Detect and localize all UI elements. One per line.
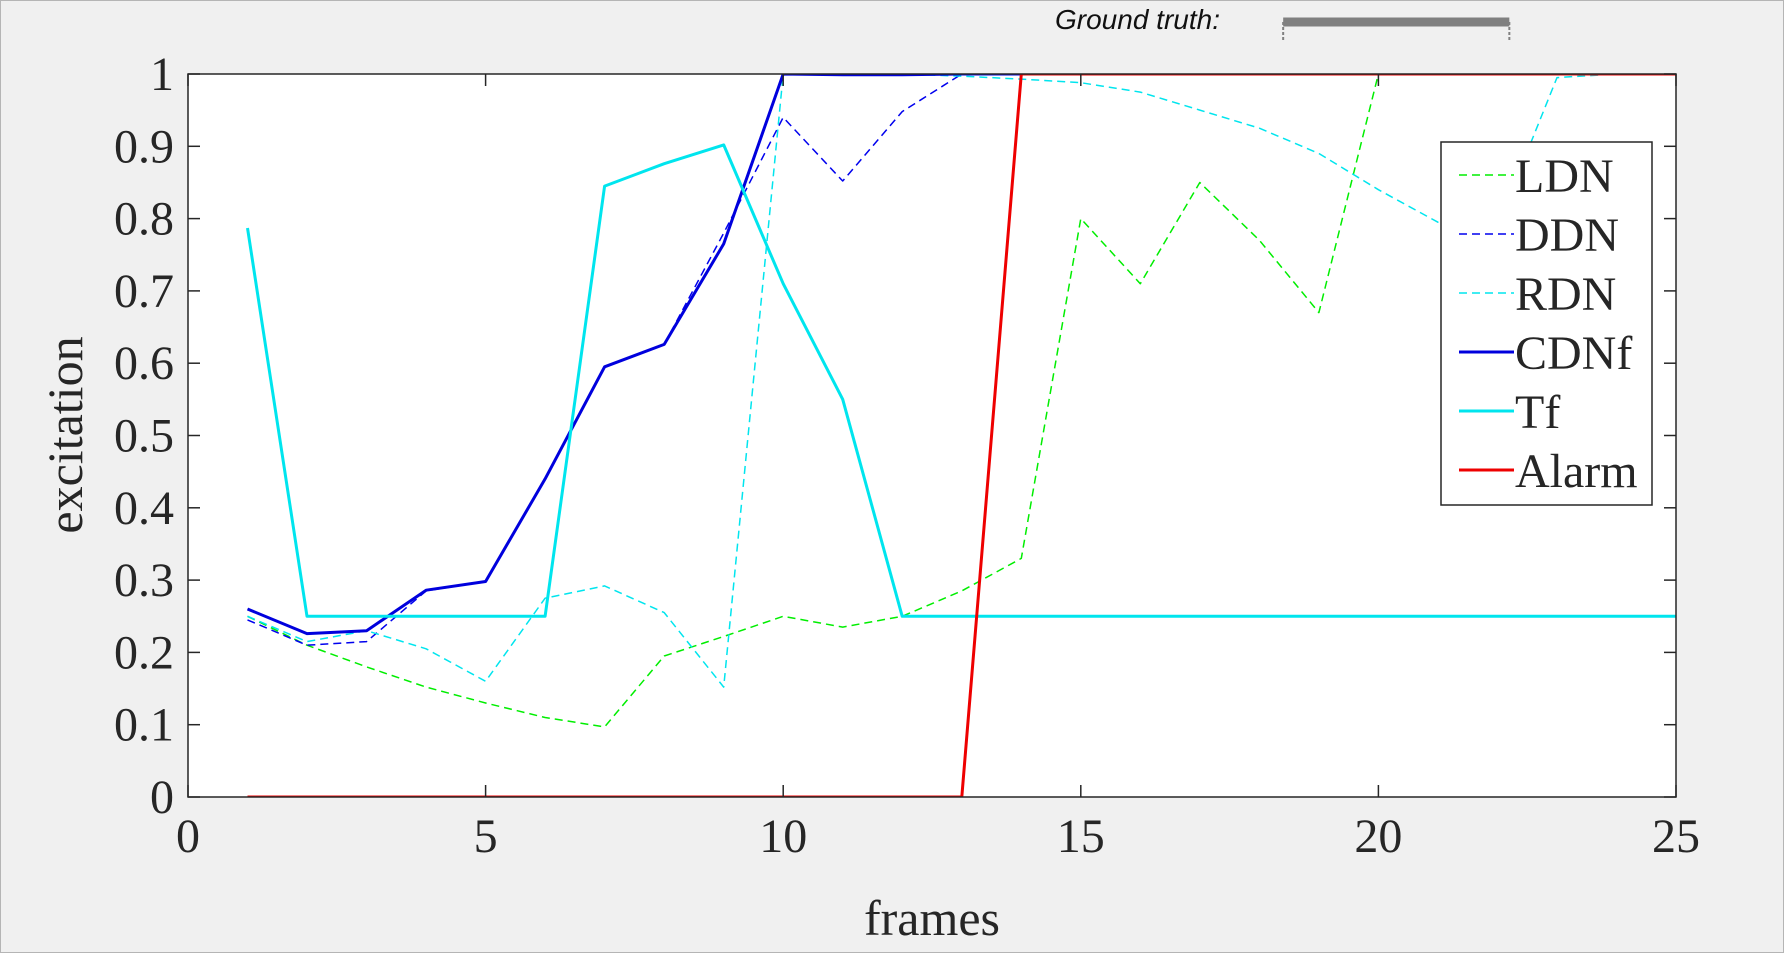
series-line-ldn (247, 74, 1676, 728)
legend-label: RDN (1515, 268, 1616, 321)
axis-ticks: 0 5 10 15 20 25 0 0.1 0.2 0.3 0.4 0.5 0.6 0.7 0.8 0.9 1 (114, 48, 1700, 863)
x-tick-label: 20 (1354, 810, 1402, 863)
y-tick-label: 0.9 (114, 120, 174, 173)
y-tick-label: 1 (150, 48, 174, 101)
y-tick-label: 0.4 (114, 482, 174, 535)
ground-truth-label: Ground truth: (1055, 4, 1220, 35)
y-tick-label: 0.2 (114, 626, 174, 679)
x-tick-label: 5 (474, 810, 498, 863)
legend-label: LDN (1515, 150, 1614, 203)
x-axis-label: frames (864, 890, 1000, 946)
series-line-tf (246, 143, 1676, 618)
legend-box (1440, 141, 1653, 506)
y-tick-label: 0.8 (114, 193, 174, 246)
y-tick-label: 0.3 (114, 554, 174, 607)
x-tick-label: 10 (759, 810, 807, 863)
series-line-rdn (247, 74, 1676, 688)
legend-label: Tf (1515, 386, 1560, 439)
x-tick-label: 25 (1652, 810, 1700, 863)
legend-label: CDNf (1515, 327, 1632, 380)
series-line-cdnf (246, 74, 1676, 636)
y-tick-label: 0.6 (114, 337, 174, 390)
y-tick-label: 0.7 (114, 265, 174, 318)
plot-area (188, 74, 1676, 797)
series-lines (246, 74, 1676, 797)
y-tick-label: 0.5 (114, 410, 174, 463)
legend: LDN DDN RDN CDNf Tf Alarm (1440, 141, 1653, 506)
legend-label: DDN (1515, 209, 1619, 262)
ground-truth-bar (1282, 17, 1511, 40)
y-tick-label: 0.1 (114, 699, 174, 752)
legend-label: Alarm (1515, 445, 1638, 498)
x-tick-label: 15 (1057, 810, 1105, 863)
y-axis-label: excitation (37, 336, 93, 533)
x-tick-label: 0 (176, 810, 200, 863)
y-tick-label: 0 (150, 771, 174, 824)
